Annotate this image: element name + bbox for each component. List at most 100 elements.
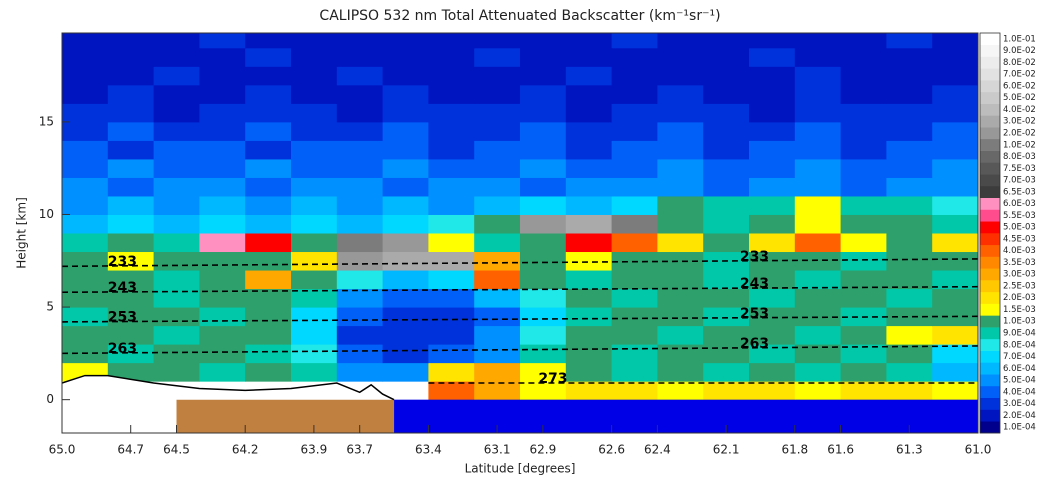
heat-cell [794,270,842,290]
heat-cell [336,270,384,290]
heat-cell [291,158,338,178]
heat-cell [474,381,521,401]
y-axis-label: Height [km] [15,197,29,268]
heat-cell [199,270,246,290]
heat-cell [794,47,842,67]
heat-cell [611,233,658,253]
heat-cell [291,66,338,86]
heat-cell [657,121,704,141]
heat-cell [520,121,567,141]
heat-cell [840,288,887,308]
heat-cell [703,381,750,401]
heat-cell [886,251,933,271]
heat-cell [932,47,978,67]
heat-cell [382,177,429,197]
heat-cell [611,66,658,86]
colorbar-swatch [980,397,1000,410]
x-tick-label: 61.6 [827,443,854,457]
heat-cell [840,344,887,364]
x-tick-label: 63.4 [415,443,442,457]
heat-cell [291,325,338,345]
colorbar-swatch [980,244,1000,257]
heat-cell [886,233,933,253]
heat-cell [153,233,200,253]
colorbar-swatch [980,280,1000,293]
heat-cell [199,214,246,234]
heat-cell [520,362,567,382]
heat-cell [611,103,658,123]
heat-cell [886,381,933,401]
heat-cell [794,288,842,308]
heat-cell [794,84,842,104]
heat-cell [199,103,246,123]
heat-cell [703,84,750,104]
surface-band [62,399,177,433]
heat-cell [932,177,978,197]
colorbar-swatch [980,197,1000,210]
heat-cell [520,47,567,67]
heat-cell [703,47,750,67]
heat-cell [336,288,384,308]
heat-cell [153,270,200,290]
heat-cell [336,344,384,364]
plot-area: 233 233 243 243 253 253 263 263 273 [62,33,978,433]
heat-cell [657,233,704,253]
heat-cell [428,158,475,178]
heat-cell [703,103,750,123]
heat-cell [245,307,292,327]
heat-cell [153,103,200,123]
heat-cell [840,214,887,234]
heat-cell [840,177,887,197]
heat-cell [62,195,109,215]
heat-cell [336,195,384,215]
heat-cell [291,177,338,197]
heat-cell [749,270,796,290]
heat-cell [199,33,246,49]
heat-cell [107,214,155,234]
heat-cell [703,233,750,253]
heat-cell [749,381,796,401]
x-tick-label: 64.2 [232,443,259,457]
x-tick-label: 61.0 [965,443,992,457]
heat-cell [199,362,246,382]
heat-cell [245,140,292,160]
heat-cell [565,344,613,364]
heat-cell [153,177,200,197]
heat-cell [199,251,246,271]
heat-cell [703,307,750,327]
heat-cell [749,158,796,178]
heat-cell [565,214,613,234]
heat-cell [657,251,704,271]
heat-cell [245,66,292,86]
heat-cell [428,270,475,290]
colorbar-label: 5.0E-03 [1003,223,1036,233]
colorbar-label: 2.5E-03 [1003,281,1036,291]
heat-cell [428,33,475,49]
heat-cell [62,140,109,160]
heat-cell [611,270,658,290]
heat-cell [886,103,933,123]
heat-cell [886,362,933,382]
heat-cell [107,121,155,141]
heat-cell [565,84,613,104]
colorbar-label: 2.0E-04 [1003,411,1036,421]
heat-cell [657,66,704,86]
colorbar-swatch [980,162,1000,175]
heat-cell [520,233,567,253]
heat-cell [565,251,613,271]
heat-cell [657,140,704,160]
heat-cell [794,195,842,215]
heat-cell [107,344,155,364]
heat-cell [749,84,796,104]
heat-cell [520,66,567,86]
heat-cell [703,325,750,345]
heat-cell [428,121,475,141]
heat-cell [932,84,978,104]
heat-cell [794,233,842,253]
heat-cell [840,47,887,67]
heat-cell [840,362,887,382]
heat-cell [428,381,475,401]
heat-cell [932,195,978,215]
heat-cell [520,344,567,364]
heat-cell [794,214,842,234]
